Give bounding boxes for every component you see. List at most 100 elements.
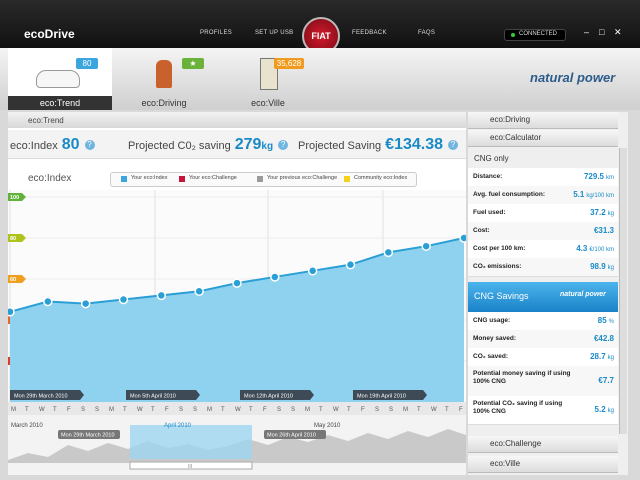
row-value: 37.2 kg — [590, 208, 614, 217]
weekday-label: F — [459, 407, 463, 413]
calc-row: Distance: 729.5 km — [468, 168, 618, 187]
help-icon[interactable]: ? — [84, 140, 95, 150]
section-header[interactable]: eco:Ville — [468, 456, 618, 473]
sidebar: eco:Driving eco:Calculator CNG only Distanc… — [468, 112, 628, 475]
data-point — [8, 307, 15, 317]
weekday-label: S — [389, 407, 393, 413]
tab-badge: 80 — [76, 58, 98, 69]
range-label: Mon 29th March 2010 — [61, 433, 115, 439]
weekday-label: F — [67, 407, 71, 413]
data-point — [232, 278, 242, 288]
chart-title: eco:Index — [28, 173, 72, 184]
legend: Your eco:Index Your eco:Challenge Your pre… — [110, 172, 417, 187]
weekday-label: T — [249, 407, 253, 413]
tab[interactable]: 80 eco:Trend — [8, 48, 112, 110]
range-flag — [264, 430, 326, 439]
nav-link[interactable]: FAQS — [418, 30, 436, 36]
unit: kg — [607, 211, 614, 217]
data-point — [383, 247, 394, 258]
metric-label: Projected C0₂ saving — [128, 140, 231, 152]
weekday-label: T — [445, 407, 449, 413]
calc-row: Cost: €31.3 — [468, 222, 618, 241]
section-header[interactable]: eco:Driving — [468, 112, 618, 129]
partner-logo: natural power — [530, 70, 616, 85]
weekday-label: F — [361, 407, 365, 413]
month-label: March 2010 — [11, 423, 43, 429]
tab-bar: 80 eco:Trend ★ eco:Driving 35,628 eco:Vi… — [0, 48, 640, 110]
weekday-label: T — [221, 407, 225, 413]
row-label: Cost: — [473, 227, 490, 234]
weekday-label: W — [431, 407, 437, 413]
minimize-button[interactable]: – — [584, 27, 590, 37]
value: €31.3 — [593, 226, 614, 235]
unit: kg — [607, 265, 614, 271]
legend-label: Your previous eco:Challenge — [267, 175, 338, 181]
date-flag — [126, 390, 200, 400]
calc-row: CO₂ emissions: 98.9 kg — [468, 258, 618, 277]
data-point — [194, 286, 204, 297]
weekday-label: S — [291, 407, 295, 413]
data-point — [156, 290, 167, 301]
tab[interactable]: 35,628 eco:Ville — [216, 48, 320, 110]
section-title: eco:Driving — [490, 115, 531, 124]
section-title: CNG only — [474, 154, 509, 163]
section-header[interactable]: eco:Calculator — [468, 130, 618, 147]
status-led — [511, 33, 515, 37]
section-header[interactable]: eco:Challenge — [468, 436, 618, 453]
close-button[interactable]: ✕ — [614, 27, 622, 37]
weekday-label: S — [277, 407, 281, 413]
area — [10, 238, 464, 402]
tab[interactable]: ★ eco:Driving — [112, 48, 216, 110]
metrics-row: eco:Index 80? Projected C0₂ saving 279kg? Pr… — [8, 130, 466, 159]
maximize-button[interactable]: □ — [599, 27, 605, 37]
calc-row: Avg. fuel consumption: 5.1 kg/100 km — [468, 186, 618, 205]
y-tick-label: 60 — [10, 277, 16, 283]
unit: % — [608, 319, 614, 325]
partner-logo: natural power — [560, 291, 606, 298]
data-point — [118, 294, 129, 305]
help-icon[interactable]: ? — [278, 140, 289, 150]
weekday-label: T — [417, 407, 421, 413]
metric-label: eco:Index — [10, 140, 58, 152]
row-value: 729.5 km — [584, 172, 614, 181]
nav-link[interactable]: PROFILES — [200, 30, 233, 36]
row-label: Cost per 100 km: — [473, 245, 526, 252]
row-label: Distance: — [473, 173, 503, 180]
weekday-label: T — [25, 407, 29, 413]
data-point — [43, 296, 53, 307]
row-value: 5.1 kg/100 km — [573, 190, 614, 199]
row-label: Potential money saving if using 100% CNG — [473, 370, 571, 385]
weekday-label: M — [109, 407, 114, 413]
weekday-label: M — [11, 407, 16, 413]
weekday-strip — [8, 402, 466, 415]
car-icon — [36, 70, 80, 88]
help-icon[interactable]: ? — [448, 140, 459, 150]
legend-swatch — [121, 176, 127, 182]
nav-link[interactable]: FEEDBACK — [352, 30, 387, 36]
legend-swatch — [257, 176, 263, 182]
top-bar: ecoDrive PROFILES SET UP USB FIAT FEEDBA… — [0, 0, 640, 55]
metric-value: 80 — [61, 136, 80, 153]
section-title: eco:Challenge — [490, 439, 542, 448]
month-label: May 2010 — [314, 423, 341, 429]
date-flag — [10, 390, 84, 400]
data-point — [270, 272, 280, 282]
weekday-label: T — [319, 407, 323, 413]
unit: kg/100 km — [586, 193, 614, 199]
weekday-label: W — [137, 407, 143, 413]
row-label: CO₂ saved: — [473, 353, 509, 360]
weekday-label: S — [193, 407, 197, 413]
metric: Projected C0₂ saving 279kg? — [128, 136, 289, 154]
nav-link[interactable]: SET UP USB — [255, 30, 294, 36]
data-point — [459, 233, 466, 243]
tick-flag — [8, 234, 26, 242]
weekday-label: M — [207, 407, 212, 413]
month-label: April 2010 — [164, 423, 192, 429]
scroll-handle[interactable] — [129, 461, 253, 470]
unit: kg — [607, 408, 614, 414]
metric-unit: kg — [261, 141, 274, 152]
row-value: 5.2 kg — [595, 405, 614, 414]
row-label: Avg. fuel consumption: — [473, 191, 545, 198]
row-value: 4.3 €/100 km — [576, 244, 614, 253]
